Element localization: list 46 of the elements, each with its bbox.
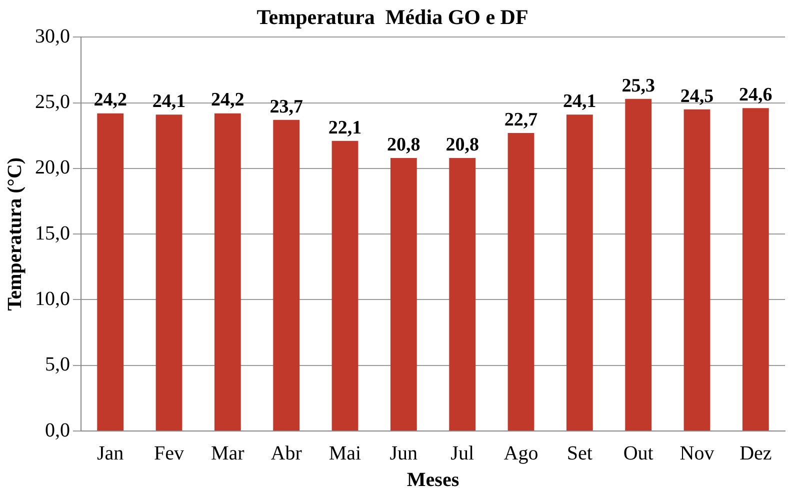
y-tick-label: 5,0 [45,354,70,376]
y-axis-title: Temperatura (°C) [4,157,26,311]
bar [625,98,652,430]
bar [566,114,593,430]
data-label: 24,6 [739,84,772,106]
y-tick-label: 0,0 [45,419,70,442]
y-tick-label: 25,0 [35,91,70,114]
data-label: 23,7 [270,96,304,118]
data-label: 25,3 [622,75,655,96]
data-label: 20,8 [446,134,479,156]
bar [97,113,124,430]
bar [273,120,300,430]
data-label: 22,1 [328,117,362,138]
x-tick-label: Mar [211,442,245,464]
x-tick-label: Ago [504,442,538,464]
bar [390,158,417,430]
data-label: 24,5 [680,86,714,107]
y-tick-label: 20,0 [35,156,70,179]
bar [214,113,241,430]
bar [449,158,476,430]
data-label: 24,2 [94,90,127,111]
y-tick-label: 30,0 [35,25,70,48]
bar [508,133,534,430]
x-tick-label: Nov [680,442,714,464]
x-tick-label: Out [623,442,654,464]
bar [742,108,769,430]
data-label: 22,7 [504,109,538,130]
x-axis-title: Meses [406,469,460,492]
bar [156,114,182,430]
x-tick-label: Fev [154,442,184,464]
y-tick-label: 15,0 [35,222,70,244]
chart-title: Temperatura Média GO e DF [256,5,528,30]
bar [684,109,710,430]
x-tick-label: Abr [270,442,302,464]
x-tick-label: Mai [328,442,362,464]
x-tick-label: Jul [450,442,474,464]
data-label: 20,8 [387,134,420,156]
data-label: 24,1 [563,91,596,112]
data-label: 24,1 [152,91,186,112]
x-tick-label: Jun [390,442,418,464]
x-tick-label: Dez [740,442,772,464]
bar [332,140,358,430]
x-tick-label: Jan [96,442,124,464]
y-tick-label: 10,0 [35,288,70,310]
x-tick-label: Set [566,442,593,464]
data-label: 24,2 [211,90,244,111]
